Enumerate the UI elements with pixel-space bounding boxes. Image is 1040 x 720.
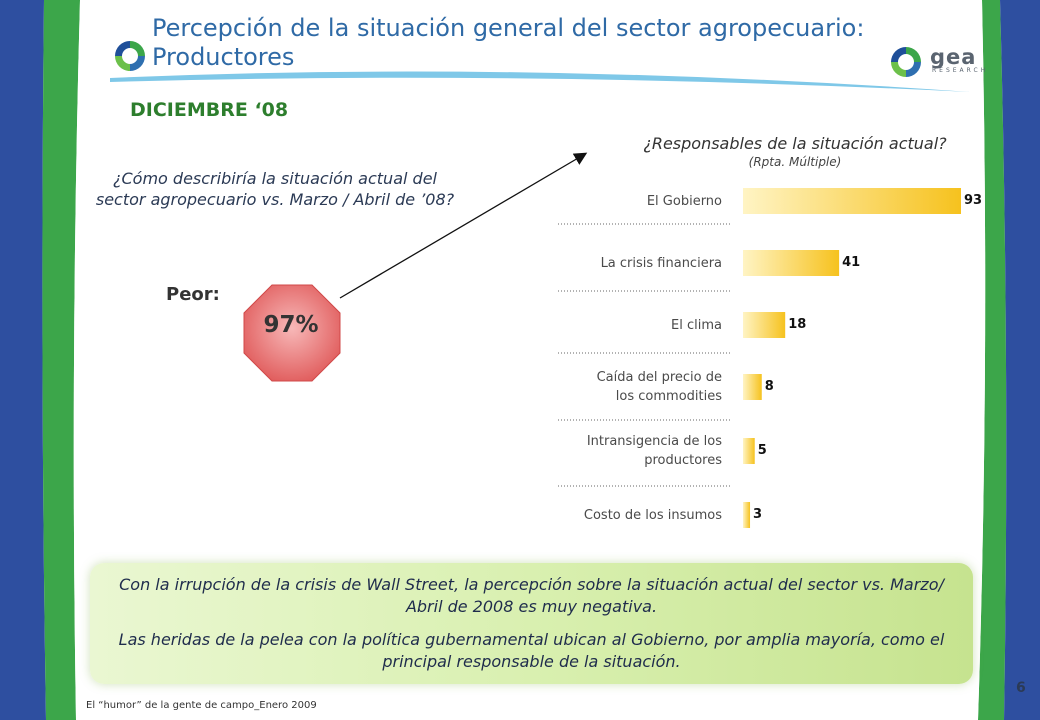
category-label: Costo de los insumos <box>583 507 722 523</box>
peor-value: 97% <box>263 312 319 338</box>
chart-title: ¿Responsables de la situación actual? <box>643 134 947 153</box>
bar-value-label: 18 <box>788 317 807 332</box>
gea-logo-icon <box>891 47 921 77</box>
arrow-connector <box>339 152 588 299</box>
period-label: DICIEMBRE ‘08 <box>130 99 289 121</box>
swirl-logo-icon <box>115 41 145 71</box>
category-label: La crisis financiera <box>600 255 722 271</box>
bar <box>743 502 751 528</box>
brand-name: gea <box>930 45 977 69</box>
category-label: Intransigencia de los productores <box>586 434 722 468</box>
bar-value-label: 3 <box>753 507 763 522</box>
category-label: Caída del precio de los commodities <box>596 370 722 404</box>
peor-label: Peor: <box>166 284 220 305</box>
brand-subtitle: RESEARCH <box>932 67 989 74</box>
conclusion-paragraph-1: Con la irrupción de la crisis de Wall St… <box>119 575 944 616</box>
bar-value-label: 41 <box>842 255 861 270</box>
bar <box>743 438 755 464</box>
footer-text: El “humor” de la gente de campo_Enero 20… <box>86 700 317 711</box>
bar-value-label: 5 <box>757 443 767 458</box>
question-text: ¿Cómo describiría la situación actual de… <box>95 169 455 209</box>
bar <box>743 312 786 338</box>
conclusion-box: Con la irrupción de la crisis de Wall St… <box>90 563 973 684</box>
stop-sign-icon <box>243 284 341 382</box>
bar-value-label: 93 <box>964 193 983 208</box>
category-label: El Gobierno <box>646 193 722 209</box>
chart-subtitle: (Rpta. Múltiple) <box>748 155 842 169</box>
conclusion-paragraph-2: Las heridas de la pelea con la política … <box>118 630 945 671</box>
category-label: El clima <box>671 317 722 333</box>
bar <box>743 250 840 276</box>
bar-value-label: 8 <box>764 379 774 394</box>
bar <box>743 374 762 400</box>
page-number: 6 <box>1016 680 1026 696</box>
slide-title: Percepción de la situación general del s… <box>152 14 865 71</box>
bar <box>743 188 961 214</box>
